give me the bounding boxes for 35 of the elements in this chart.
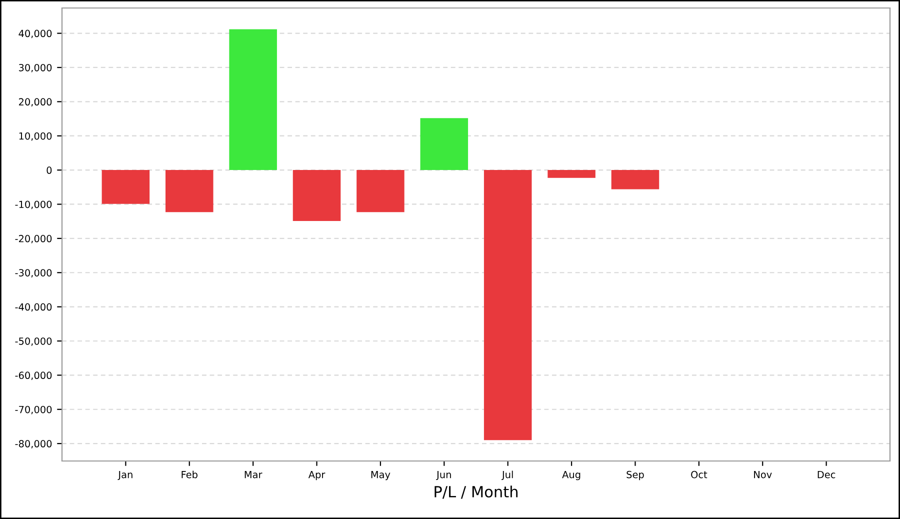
bar — [548, 170, 596, 178]
x-tick-label: Feb — [182, 470, 198, 478]
bar — [484, 170, 532, 440]
y-tick-label: 30,000 — [19, 64, 52, 72]
y-tick-label: -50,000 — [15, 337, 52, 346]
y-tick-label: -30,000 — [15, 269, 52, 278]
y-tick-label: -20,000 — [15, 234, 52, 244]
bar — [292, 170, 341, 221]
x-tick-label: Jul — [501, 470, 513, 480]
y-tick-label: -80,000 — [15, 440, 52, 448]
x-tick-label: Sep — [626, 470, 644, 480]
y-tick-label: -40,000 — [15, 303, 52, 312]
x-tick-label: Mar — [244, 471, 262, 478]
x-tick-label: Apr — [308, 471, 326, 480]
y-tick-label: 0 — [46, 166, 52, 174]
y-tick-label: -60,000 — [15, 372, 52, 380]
bar — [356, 170, 404, 212]
bar — [102, 170, 150, 204]
x-axis-title: P/L / Month — [434, 486, 518, 499]
y-tick-label: -10,000 — [15, 200, 52, 210]
y-tick-label: 40,000 — [18, 30, 52, 38]
x-tick-label: Nov — [754, 471, 772, 478]
y-tick-label: -70,000 — [15, 406, 52, 414]
x-tick-label: Aug — [562, 471, 580, 480]
x-tick-label: May — [371, 471, 390, 480]
y-tick-label: 10,000 — [19, 132, 52, 141]
bar — [420, 118, 468, 170]
x-tick-label: Jun — [436, 471, 451, 480]
y-tick-label: 20,000 — [18, 98, 52, 106]
x-tick-label: Oct — [691, 470, 708, 478]
x-tick-label: Dec — [818, 471, 836, 478]
bar — [611, 170, 660, 190]
x-tick-label: Jan — [118, 471, 132, 480]
bar — [229, 29, 277, 170]
bar — [166, 170, 214, 212]
